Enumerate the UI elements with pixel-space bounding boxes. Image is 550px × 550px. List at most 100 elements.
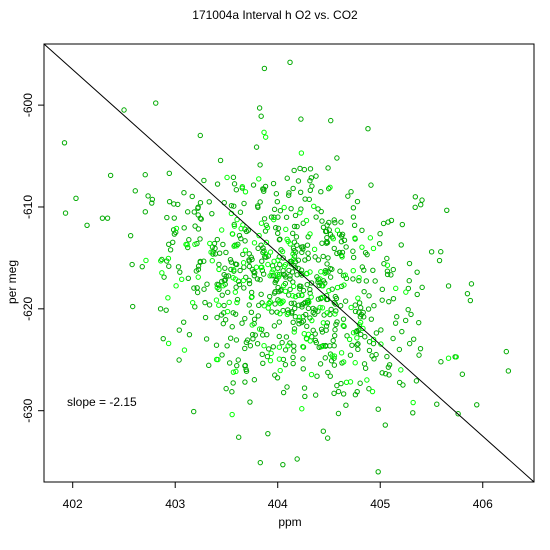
data-point bbox=[269, 309, 275, 315]
data-point bbox=[322, 228, 329, 235]
data-point bbox=[261, 343, 267, 349]
data-point bbox=[396, 379, 403, 386]
data-point bbox=[287, 59, 293, 66]
data-point bbox=[282, 347, 289, 353]
data-point bbox=[293, 234, 300, 240]
data-point bbox=[99, 215, 106, 221]
data-point bbox=[231, 181, 238, 187]
data-point bbox=[296, 314, 303, 320]
data-point bbox=[283, 334, 290, 340]
data-point bbox=[342, 272, 348, 278]
data-point bbox=[236, 434, 242, 440]
data-point bbox=[223, 385, 229, 392]
data-point bbox=[262, 183, 269, 190]
data-point bbox=[350, 276, 356, 282]
data-point bbox=[274, 271, 281, 277]
data-point bbox=[304, 242, 311, 248]
data-point bbox=[238, 225, 244, 232]
data-point bbox=[306, 299, 312, 306]
data-point bbox=[322, 355, 328, 361]
data-point bbox=[220, 283, 226, 289]
data-point bbox=[370, 267, 376, 273]
data-point bbox=[264, 353, 271, 360]
data-point bbox=[304, 323, 310, 329]
data-point bbox=[438, 359, 444, 365]
data-point bbox=[354, 335, 360, 341]
data-point bbox=[291, 343, 297, 349]
data-point bbox=[285, 343, 291, 349]
data-point bbox=[256, 232, 262, 239]
data-point bbox=[388, 272, 394, 278]
data-point bbox=[195, 274, 201, 280]
data-point bbox=[382, 371, 389, 377]
data-point bbox=[503, 348, 510, 355]
data-point bbox=[253, 264, 260, 270]
data-point bbox=[264, 331, 270, 338]
data-point bbox=[229, 411, 235, 418]
data-point bbox=[357, 305, 364, 311]
data-point bbox=[331, 362, 338, 368]
data-point bbox=[367, 235, 374, 241]
data-point bbox=[229, 324, 235, 330]
data-point bbox=[250, 182, 257, 188]
data-point bbox=[248, 309, 255, 315]
data-point bbox=[256, 302, 262, 309]
data-point bbox=[343, 402, 349, 408]
data-point bbox=[353, 329, 359, 335]
data-point bbox=[298, 116, 304, 122]
data-point bbox=[191, 408, 197, 415]
data-point bbox=[314, 373, 320, 379]
data-point bbox=[297, 165, 303, 172]
data-point bbox=[350, 330, 357, 336]
data-point bbox=[382, 422, 388, 428]
data-point bbox=[343, 244, 349, 250]
data-point bbox=[158, 258, 164, 264]
data-point bbox=[242, 238, 248, 244]
data-point bbox=[263, 239, 270, 246]
data-point bbox=[368, 182, 374, 188]
data-point bbox=[330, 337, 336, 344]
data-point bbox=[221, 277, 227, 284]
data-point bbox=[234, 299, 240, 306]
data-point bbox=[236, 232, 243, 239]
data-point bbox=[376, 240, 383, 247]
data-point bbox=[243, 228, 250, 235]
data-point bbox=[241, 285, 247, 291]
data-point bbox=[352, 360, 358, 366]
data-point bbox=[340, 359, 347, 365]
data-point bbox=[332, 327, 338, 333]
data-point bbox=[338, 350, 345, 356]
data-point bbox=[299, 304, 305, 310]
data-point bbox=[218, 227, 225, 233]
data-point bbox=[455, 411, 461, 417]
data-point bbox=[306, 196, 312, 203]
data-point bbox=[319, 305, 326, 311]
data-point bbox=[419, 284, 425, 291]
data-point bbox=[290, 354, 296, 361]
data-point bbox=[327, 184, 333, 190]
data-point bbox=[208, 249, 214, 255]
data-point bbox=[227, 335, 234, 341]
data-point bbox=[320, 428, 327, 434]
data-point bbox=[132, 188, 138, 194]
data-point bbox=[236, 281, 243, 288]
data-point bbox=[352, 308, 359, 315]
data-point bbox=[301, 166, 308, 173]
data-point bbox=[279, 339, 285, 346]
data-point bbox=[405, 285, 412, 292]
data-point bbox=[331, 217, 337, 223]
data-point bbox=[299, 406, 305, 412]
data-point bbox=[183, 241, 189, 248]
data-point bbox=[284, 307, 291, 313]
data-point bbox=[194, 289, 201, 296]
data-point bbox=[149, 200, 155, 206]
data-point bbox=[176, 357, 182, 363]
data-point bbox=[246, 251, 252, 257]
data-point bbox=[229, 231, 236, 237]
data-point bbox=[298, 150, 305, 156]
data-point bbox=[257, 162, 263, 168]
data-point bbox=[373, 330, 380, 336]
data-point bbox=[192, 304, 198, 310]
data-point bbox=[221, 302, 227, 309]
data-point bbox=[342, 298, 349, 304]
